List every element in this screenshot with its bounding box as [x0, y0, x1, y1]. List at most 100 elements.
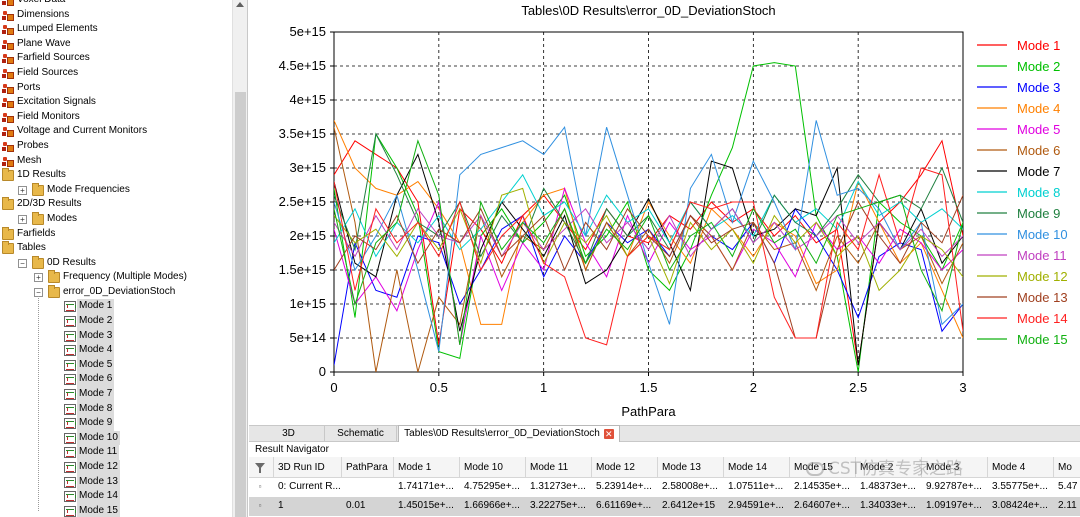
- legend-entry[interactable]: Mode 2: [1017, 59, 1060, 74]
- scroll-thumb[interactable]: [235, 92, 246, 517]
- plot-view[interactable]: Tables\0D Results\error_0D_DeviationStoc…: [249, 0, 1080, 425]
- tree-item[interactable]: Voxel Data: [0, 0, 232, 8]
- tree-item[interactable]: Mode 2: [0, 314, 232, 329]
- filter-header[interactable]: [249, 457, 274, 478]
- column-header[interactable]: Mode 10: [460, 457, 526, 478]
- tree-item[interactable]: 2D/3D Results: [0, 197, 232, 212]
- expand-icon[interactable]: +: [18, 214, 27, 224]
- tree-item[interactable]: + Frequency (Multiple Modes): [0, 270, 232, 285]
- row-marker-icon[interactable]: ▫: [258, 501, 262, 510]
- legend-entry[interactable]: Mode 14: [1017, 311, 1068, 326]
- tree-item[interactable]: Plane Wave: [0, 37, 232, 52]
- table-cell[interactable]: 1.45015e+...: [398, 500, 454, 511]
- series-line-mode-6[interactable]: [334, 127, 963, 372]
- tree-item[interactable]: − 0D Results: [0, 255, 232, 271]
- tree-item[interactable]: Field Sources: [0, 66, 232, 81]
- legend-entry[interactable]: Mode 10: [1017, 227, 1068, 242]
- tree-item[interactable]: Mode 3: [0, 328, 232, 344]
- column-header[interactable]: PathPara: [342, 457, 394, 478]
- legend-entry[interactable]: Mode 6: [1017, 143, 1060, 158]
- series-line-mode-15[interactable]: [334, 139, 963, 345]
- tree-item[interactable]: Farfield Sources: [0, 51, 232, 66]
- legend-entry[interactable]: Mode 8: [1017, 185, 1060, 200]
- collapse-icon[interactable]: −: [18, 258, 27, 268]
- series-line-mode-8[interactable]: [334, 173, 963, 258]
- series-line-mode-14[interactable]: [334, 167, 963, 346]
- table-cell[interactable]: 3.55775e+...: [992, 481, 1048, 492]
- table-cell[interactable]: 4.75295e+...: [464, 481, 520, 492]
- table-cell[interactable]: 1.09197e+...: [926, 500, 982, 511]
- table-cell[interactable]: 1.66966e+...: [464, 500, 520, 511]
- tree-item[interactable]: Mode 13: [0, 474, 232, 490]
- column-header[interactable]: Mode 12: [592, 457, 658, 478]
- tree-item[interactable]: Probes: [0, 139, 232, 154]
- tree-item[interactable]: Voltage and Current Monitors: [0, 124, 232, 139]
- tree-item[interactable]: + Mode Frequencies: [0, 182, 232, 198]
- tree-item[interactable]: Mode 8: [0, 401, 232, 417]
- series-line-mode-10[interactable]: [334, 120, 963, 352]
- tree-item[interactable]: − error_0D_DeviationStoch: [0, 284, 232, 300]
- tab-3d[interactable]: 3D: [253, 426, 325, 442]
- tree-item[interactable]: Excitation Signals: [0, 95, 232, 110]
- legend-entry[interactable]: Mode 15: [1017, 332, 1068, 347]
- tab-schematic[interactable]: Schematic: [325, 426, 397, 442]
- legend-entry[interactable]: Mode 9: [1017, 206, 1060, 221]
- column-header[interactable]: Mode 11: [526, 457, 592, 478]
- filter-icon[interactable]: [255, 463, 265, 473]
- tree-item[interactable]: + Modes: [0, 211, 232, 227]
- legend-entry[interactable]: Mode 13: [1017, 290, 1068, 305]
- legend-entry[interactable]: Mode 12: [1017, 269, 1068, 284]
- tree-item[interactable]: Ports: [0, 81, 232, 96]
- table-cell[interactable]: 5.23914e+...: [596, 481, 652, 492]
- column-header[interactable]: Mode 14: [724, 457, 790, 478]
- column-header[interactable]: Mode 3: [922, 457, 988, 478]
- tree-item[interactable]: 1D Results: [0, 168, 232, 183]
- series-line-mode-7[interactable]: [334, 153, 963, 366]
- table-cell[interactable]: 2.6412e+15: [662, 500, 716, 511]
- tree-item[interactable]: Mode 12: [0, 460, 232, 475]
- table-cell[interactable]: 2.58008e+...: [662, 481, 718, 492]
- table-cell[interactable]: 1.48373e+...: [860, 481, 916, 492]
- expand-icon[interactable]: +: [34, 273, 43, 283]
- table-cell[interactable]: 1.34033e+...: [860, 500, 916, 511]
- table-cell[interactable]: 2.14535e+...: [794, 481, 850, 492]
- tree-item[interactable]: Mesh: [0, 154, 232, 169]
- tree-item[interactable]: Mode 1: [0, 299, 232, 315]
- tree-item[interactable]: Mode 14: [0, 489, 232, 504]
- tab-table-result[interactable]: Tables\0D Results\error_0D_DeviationStoc…: [398, 425, 620, 442]
- row-marker-icon[interactable]: ▫: [258, 482, 262, 491]
- tree-item[interactable]: Mode 7: [0, 387, 232, 402]
- column-header[interactable]: Mode 4: [988, 457, 1054, 478]
- table-cell[interactable]: 1.07511e+...: [728, 481, 784, 492]
- tree-item[interactable]: Mode 5: [0, 357, 232, 373]
- tree-item[interactable]: Mode 10: [0, 430, 232, 446]
- tree-item[interactable]: Mode 9: [0, 416, 232, 431]
- column-header[interactable]: 3D Run ID: [274, 457, 342, 478]
- series-line-mode-11[interactable]: [334, 207, 963, 258]
- column-header[interactable]: Mo: [1054, 457, 1080, 478]
- table-cell[interactable]: 1: [278, 500, 284, 511]
- tree-item[interactable]: Field Monitors: [0, 110, 232, 125]
- column-header[interactable]: Mode 13: [658, 457, 724, 478]
- tree-item[interactable]: Lumped Elements: [0, 22, 232, 37]
- table-cell[interactable]: 2.64607e+...: [794, 500, 850, 511]
- table-cell[interactable]: 2.11: [1058, 500, 1077, 511]
- table-cell[interactable]: 9.92787e+...: [926, 481, 982, 492]
- legend-entry[interactable]: Mode 4: [1017, 101, 1060, 116]
- legend-entry[interactable]: Mode 7: [1017, 164, 1060, 179]
- table-cell[interactable]: [342, 478, 394, 496]
- legend-entry[interactable]: Mode 5: [1017, 122, 1060, 137]
- legend-entry[interactable]: Mode 3: [1017, 80, 1060, 95]
- tree-item[interactable]: Mode 15: [0, 503, 232, 517]
- table-cell[interactable]: 5.47: [1058, 481, 1078, 492]
- table-cell[interactable]: 1.74171e+...: [398, 481, 454, 492]
- tree-scrollbar[interactable]: [232, 0, 247, 517]
- table-cell[interactable]: 2.94591e+...: [728, 500, 784, 511]
- table-cell[interactable]: 1.31273e+...: [530, 481, 586, 492]
- close-tab-icon[interactable]: ✕: [603, 429, 614, 439]
- table-cell[interactable]: 3.08424e+...: [992, 500, 1048, 511]
- table-cell[interactable]: 3.22275e+...: [530, 500, 586, 511]
- tree-item[interactable]: Mode 4: [0, 343, 232, 358]
- tree-item[interactable]: Dimensions: [0, 8, 232, 23]
- expand-icon[interactable]: +: [18, 185, 27, 195]
